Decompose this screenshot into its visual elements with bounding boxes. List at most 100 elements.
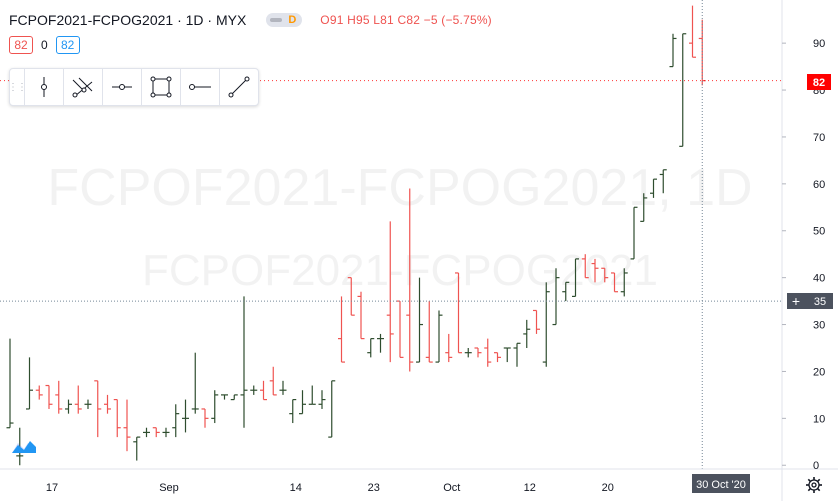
ohlc-bar	[74, 385, 82, 414]
y-tick-label: 30	[813, 320, 825, 332]
ohlc-bar	[260, 380, 267, 401]
ohlc-bar	[201, 408, 209, 428]
ohlc-bar	[172, 404, 180, 438]
ohlc-bar	[572, 258, 579, 298]
parallel-lines-tool[interactable]	[63, 69, 102, 105]
ohlc-bar	[45, 384, 53, 409]
rectangle-tool[interactable]	[141, 69, 180, 105]
crosshair-price-label: 35	[814, 296, 826, 308]
ohlc-bar	[455, 272, 462, 354]
y-tick-label: 90	[813, 38, 825, 50]
ohlc-bar	[308, 385, 316, 405]
drag-handle-icon[interactable]: ⋮⋮	[8, 81, 27, 93]
x-tick-label: Oct	[443, 482, 460, 494]
ohlc-bar	[445, 333, 453, 363]
ohlc-bar	[367, 338, 375, 358]
symbol-name: FCPOF2021-FCPOG2021	[9, 12, 174, 28]
y-tick-label: 50	[813, 226, 825, 238]
ohlc-bar	[669, 33, 677, 68]
ohlc-bar	[552, 268, 560, 326]
ohlc-bar	[211, 390, 219, 424]
ohlc-close: 82	[406, 13, 421, 27]
ohlc-bar	[591, 258, 599, 283]
ohlc-bar	[191, 352, 199, 414]
ohlc-bar	[611, 272, 618, 293]
last-price-label: 82	[813, 77, 825, 89]
ohlc-bar	[318, 390, 326, 409]
x-tick-label: Sep	[159, 482, 179, 494]
ohlc-bar	[328, 380, 336, 438]
ohlc-low: 81	[380, 13, 394, 27]
ohlc-high: 95	[356, 13, 370, 27]
x-tick-label: 12	[524, 482, 536, 494]
watermark-line1: FCPOF2021-FCPOG2021, 1D	[47, 159, 752, 217]
symbol-title[interactable]: FCPOF2021-FCPOG2021 · 1D · MYX	[9, 12, 247, 28]
ohlc-bar	[162, 427, 170, 438]
y-tick-label: 70	[813, 132, 825, 144]
ohlc-bar	[562, 281, 570, 302]
horizontal-ray-icon	[112, 84, 132, 90]
ohlc-bar	[474, 347, 482, 358]
ohlc-bar	[494, 352, 501, 363]
exchange-label: MYX	[215, 12, 247, 28]
ohlc-bar	[464, 347, 472, 358]
spread-value: 0	[41, 38, 48, 52]
interval-label: 1D	[185, 12, 204, 28]
ohlc-bar	[484, 338, 492, 367]
trend-line-tool[interactable]	[219, 69, 258, 105]
market-status-badge[interactable]: D	[266, 13, 303, 27]
ohlc-bar	[601, 267, 609, 283]
crosshair	[0, 0, 782, 469]
ohlc-bar	[84, 399, 92, 409]
ohlc-bar	[650, 178, 657, 198]
ohlc-bar	[26, 357, 33, 410]
ohlc-bar	[230, 394, 238, 401]
gear-icon[interactable]	[805, 476, 823, 494]
ohlc-bar	[35, 385, 43, 400]
sell-price-button[interactable]: 82	[9, 36, 33, 54]
ohlc-bars	[6, 5, 706, 466]
ohlc-bar	[182, 399, 189, 433]
ohlc-bar	[513, 342, 521, 367]
ohlc-bar	[94, 380, 102, 438]
trend-line-icon	[228, 76, 250, 98]
parallel-lines-icon	[72, 77, 93, 98]
tradingview-logo-icon[interactable]	[10, 437, 38, 457]
time-axis[interactable]: 17 Sep 14 23 Oct 12 20	[46, 482, 614, 494]
rectangle-icon	[150, 76, 172, 98]
horizontal-line-tool[interactable]	[180, 69, 219, 105]
ohlc-bar	[396, 300, 404, 358]
crosshair-price-bg	[787, 293, 833, 309]
ohlc-bar	[240, 296, 248, 428]
ohlc-bar	[620, 268, 628, 297]
vertical-line-tool[interactable]	[24, 69, 63, 105]
buy-price-button[interactable]: 82	[55, 36, 80, 54]
ohlc-bar	[377, 333, 384, 353]
ohlc-bar	[143, 427, 150, 438]
ohlc-bar	[133, 436, 141, 461]
ohlc-bar	[55, 380, 63, 414]
x-tick-label: 20	[602, 482, 614, 494]
ohlc-bar	[659, 169, 667, 194]
x-tick-label: 17	[46, 482, 58, 494]
quote-row: 82 0 82	[9, 36, 80, 54]
y-tick-label: 0	[813, 460, 819, 472]
ohlc-bar	[357, 291, 365, 340]
crosshair-date-label: 30 Oct '20	[696, 479, 746, 491]
ohlc-bar	[542, 282, 550, 367]
y-tick-label: 20	[813, 366, 825, 378]
ohlc-bar	[416, 277, 423, 363]
ohlc-bar	[425, 301, 433, 363]
ohlc-bar	[152, 427, 160, 438]
toggle-icon	[270, 18, 283, 22]
ohlc-bar	[338, 296, 345, 363]
ohlc-bar	[250, 385, 258, 395]
crosshair-date-marker: 30 Oct '20	[692, 474, 750, 493]
horizontal-ray-tool[interactable]	[102, 69, 141, 105]
ohlc-bar	[386, 221, 394, 363]
ohlc-bar	[113, 398, 121, 438]
ohlc-bar	[581, 254, 589, 279]
ohlc-bar	[679, 33, 687, 147]
